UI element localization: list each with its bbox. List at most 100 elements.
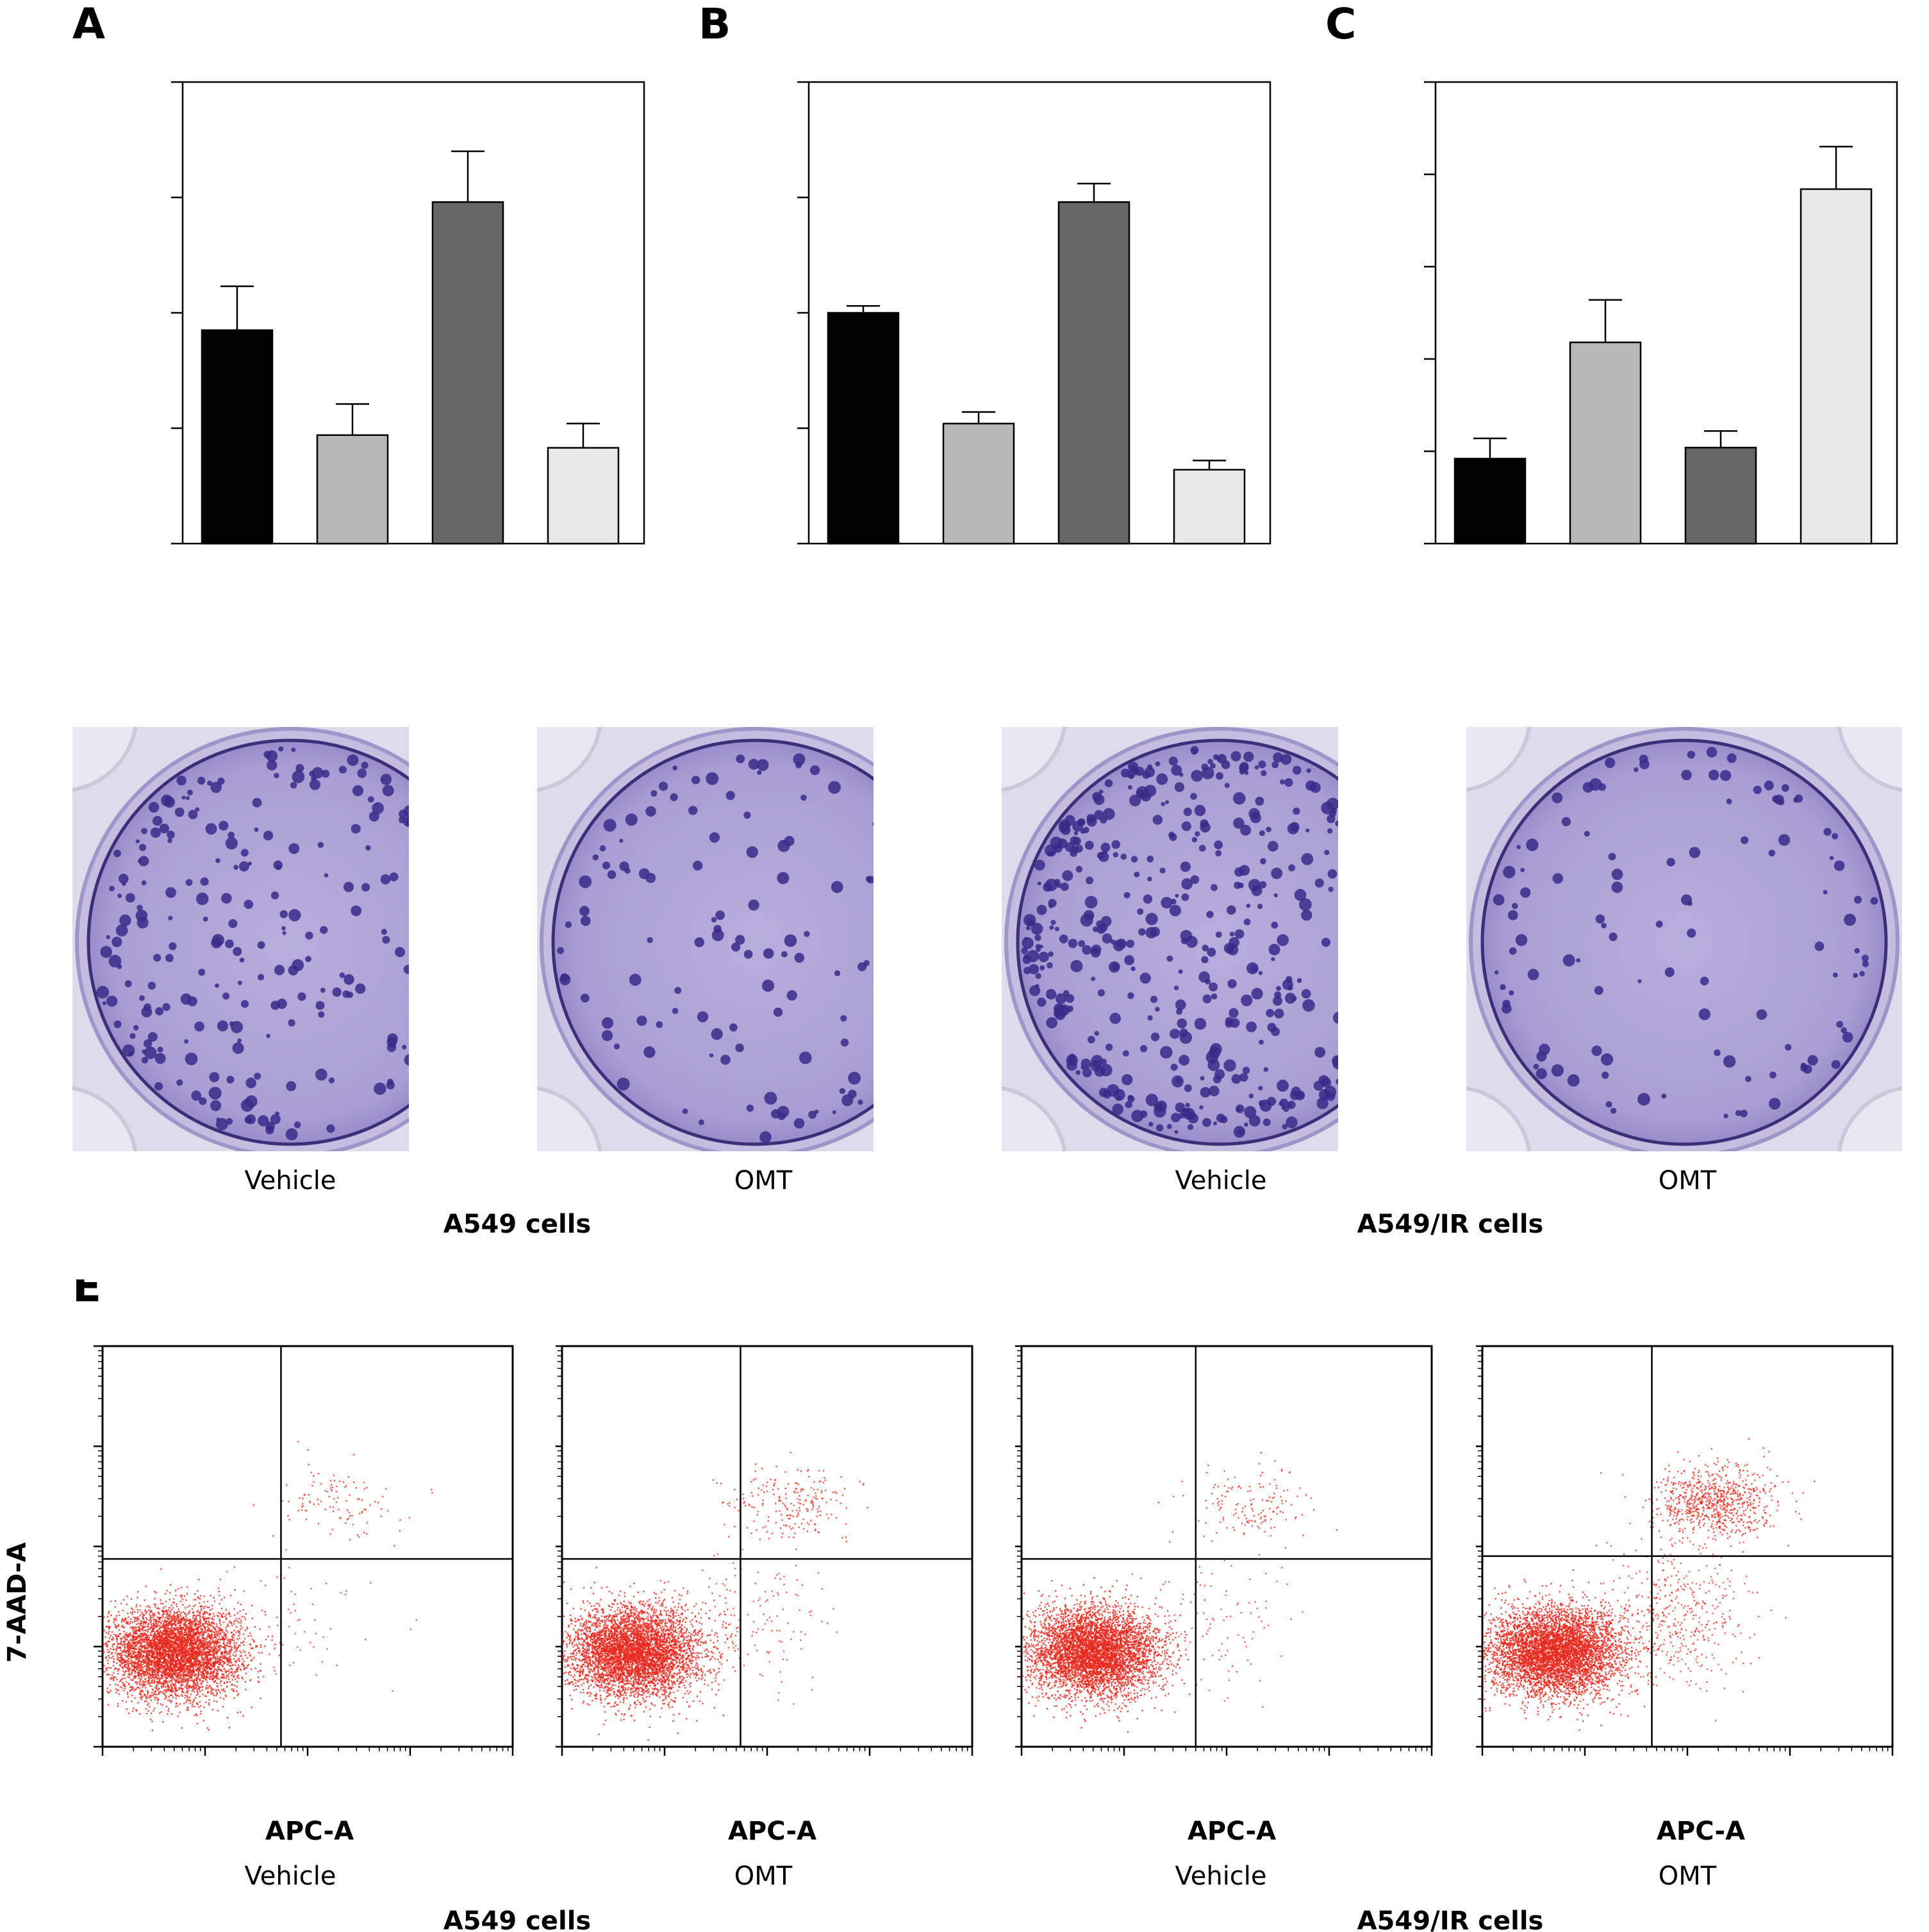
- event: [137, 1611, 139, 1613]
- colony: [1080, 828, 1086, 834]
- colony: [1859, 970, 1865, 977]
- colony: [135, 910, 148, 922]
- event: [156, 1672, 158, 1674]
- event: [129, 1649, 131, 1651]
- colony: [163, 796, 176, 808]
- colony: [1137, 908, 1144, 915]
- event: [117, 1703, 119, 1705]
- colony: [237, 980, 242, 985]
- colony: [1140, 1045, 1148, 1053]
- event: [114, 1606, 116, 1608]
- event: [153, 1642, 154, 1644]
- event: [170, 1623, 172, 1626]
- event: [158, 1674, 160, 1677]
- colony: [245, 1095, 258, 1108]
- event: [233, 1629, 235, 1631]
- event: [211, 1676, 213, 1678]
- colony: [1277, 1079, 1289, 1092]
- colony: [361, 883, 370, 892]
- event: [170, 1700, 172, 1702]
- event: [122, 1610, 124, 1611]
- colony: [1054, 926, 1059, 931]
- colony: [1327, 828, 1333, 834]
- event: [147, 1635, 149, 1637]
- event: [130, 1647, 133, 1649]
- flow-plot: [94, 1345, 514, 1756]
- colony: [1600, 1053, 1614, 1066]
- event: [219, 1642, 220, 1644]
- event: [167, 1609, 170, 1611]
- colony: [1714, 1049, 1721, 1056]
- colony: [643, 1046, 656, 1058]
- event: [149, 1683, 151, 1685]
- colony: [809, 765, 820, 776]
- event: [147, 1704, 149, 1706]
- colony: [1301, 853, 1314, 865]
- event: [169, 1699, 171, 1702]
- event: [109, 1637, 111, 1639]
- event: [138, 1677, 140, 1679]
- event: [139, 1622, 142, 1624]
- event: [194, 1647, 197, 1649]
- colony: [1201, 956, 1209, 963]
- colony: [629, 974, 642, 986]
- colony: [599, 845, 606, 852]
- colony: [1154, 1104, 1166, 1118]
- colony: [839, 1088, 846, 1094]
- event: [183, 1703, 185, 1704]
- colony: [1150, 995, 1158, 1003]
- colony: [759, 1131, 772, 1144]
- photo-label-4: OMT: [1659, 1166, 1717, 1195]
- event: [103, 1629, 105, 1631]
- event: [201, 1659, 203, 1661]
- colony: [1150, 927, 1161, 937]
- colony: [1601, 922, 1607, 929]
- event: [195, 1599, 197, 1601]
- event: [170, 1676, 173, 1678]
- colony: [185, 795, 190, 801]
- colony: [326, 1124, 335, 1133]
- colony: [195, 807, 200, 812]
- event: [137, 1597, 138, 1599]
- event: [130, 1659, 132, 1661]
- colony: [645, 806, 656, 817]
- event: [128, 1712, 130, 1714]
- event: [139, 1615, 141, 1617]
- event: [150, 1649, 153, 1651]
- event: [195, 1686, 197, 1688]
- event: [175, 1705, 177, 1708]
- colony: [1520, 867, 1525, 872]
- event: [118, 1653, 120, 1655]
- event: [228, 1670, 229, 1672]
- event: [150, 1699, 153, 1701]
- event: [225, 1627, 227, 1629]
- colony: [305, 956, 311, 963]
- event: [188, 1626, 190, 1628]
- colony: [1814, 941, 1825, 951]
- event: [211, 1604, 213, 1606]
- event: [225, 1608, 227, 1611]
- colony: [1250, 812, 1261, 824]
- colony: [169, 942, 177, 951]
- event: [222, 1655, 225, 1657]
- event: [124, 1659, 126, 1661]
- event: [150, 1634, 152, 1636]
- colony: [1116, 938, 1127, 949]
- event: [208, 1653, 210, 1654]
- event: [115, 1691, 117, 1694]
- plot-frame: [1434, 81, 1898, 545]
- colony: [1233, 792, 1246, 805]
- event: [141, 1611, 143, 1613]
- event: [133, 1617, 135, 1619]
- colony: [1251, 988, 1263, 1000]
- event: [215, 1645, 217, 1647]
- event: [126, 1692, 129, 1694]
- colony: [233, 865, 239, 870]
- colony: [777, 1106, 790, 1118]
- event: [215, 1660, 217, 1662]
- colony: [96, 986, 110, 999]
- event: [217, 1641, 220, 1644]
- colony: [1515, 934, 1528, 946]
- event: [177, 1629, 179, 1631]
- colony: [834, 970, 841, 976]
